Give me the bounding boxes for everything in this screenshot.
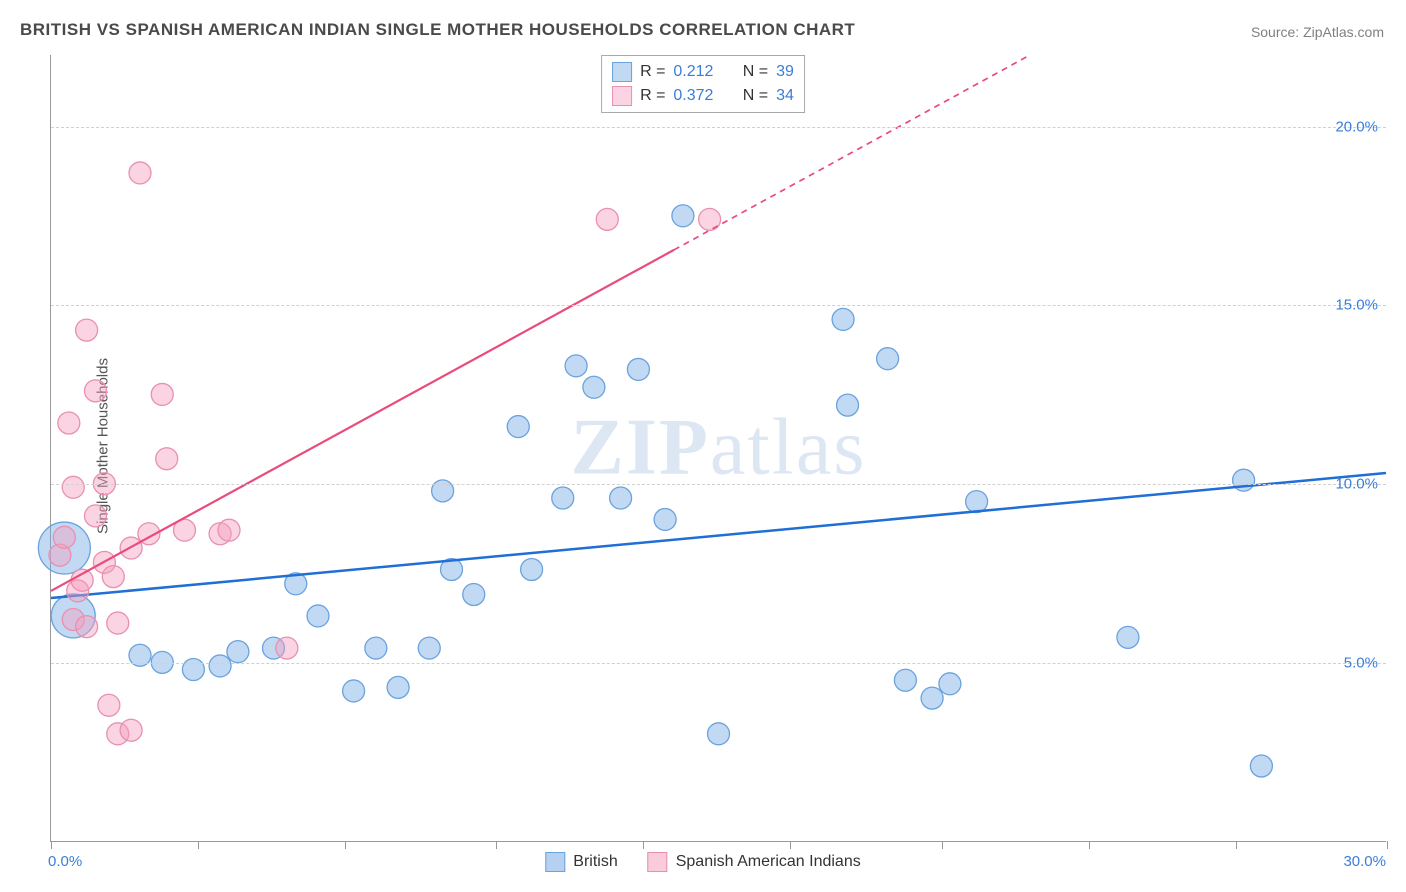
data-point xyxy=(432,480,454,502)
gridline xyxy=(51,484,1386,485)
y-tick-label: 10.0% xyxy=(1335,476,1378,493)
data-point xyxy=(552,487,574,509)
legend-n-label: N = xyxy=(743,63,768,81)
data-point xyxy=(120,719,142,741)
plot-svg xyxy=(51,55,1386,841)
data-point xyxy=(62,476,84,498)
data-point xyxy=(365,637,387,659)
x-tick xyxy=(345,841,346,849)
data-point xyxy=(418,637,440,659)
data-point xyxy=(565,355,587,377)
y-tick-label: 5.0% xyxy=(1344,655,1378,672)
chart-title: BRITISH VS SPANISH AMERICAN INDIAN SINGL… xyxy=(20,20,855,40)
legend-n-value: 34 xyxy=(776,87,794,105)
data-point xyxy=(1250,755,1272,777)
x-tick xyxy=(51,841,52,849)
data-point xyxy=(85,380,107,402)
data-point xyxy=(1117,626,1139,648)
data-point xyxy=(102,566,124,588)
x-tick xyxy=(198,841,199,849)
data-point xyxy=(596,208,618,230)
data-point xyxy=(832,308,854,330)
y-tick-label: 15.0% xyxy=(1335,297,1378,314)
data-point xyxy=(921,687,943,709)
data-point xyxy=(894,669,916,691)
data-point xyxy=(98,694,120,716)
legend-swatch xyxy=(612,86,632,106)
x-tick xyxy=(942,841,943,849)
x-tick xyxy=(643,841,644,849)
data-point xyxy=(966,491,988,513)
gridline xyxy=(51,127,1386,128)
legend-series-label: Spanish American Indians xyxy=(676,853,861,871)
data-point xyxy=(387,676,409,698)
data-point xyxy=(156,448,178,470)
gridline xyxy=(51,663,1386,664)
legend-r-label: R = xyxy=(640,63,665,81)
x-tick xyxy=(790,841,791,849)
legend-series-label: British xyxy=(573,853,617,871)
data-point xyxy=(129,162,151,184)
legend-swatch xyxy=(545,852,565,872)
y-tick-label: 20.0% xyxy=(1335,118,1378,135)
data-point xyxy=(521,558,543,580)
x-tick xyxy=(496,841,497,849)
data-point xyxy=(672,205,694,227)
data-point xyxy=(209,655,231,677)
legend-r-value: 0.372 xyxy=(673,87,713,105)
data-point xyxy=(463,583,485,605)
data-point xyxy=(53,526,75,548)
x-tick xyxy=(1236,841,1237,849)
legend-stats: R = 0.212 N = 39 R = 0.372 N = 34 xyxy=(601,55,805,113)
data-point xyxy=(343,680,365,702)
legend-n-label: N = xyxy=(743,87,768,105)
data-point xyxy=(151,383,173,405)
regression-line xyxy=(51,250,674,591)
gridline xyxy=(51,305,1386,306)
legend-stats-row: R = 0.372 N = 34 xyxy=(612,84,794,108)
x-tick xyxy=(1387,841,1388,849)
data-point xyxy=(182,659,204,681)
data-point xyxy=(708,723,730,745)
legend-n-value: 39 xyxy=(776,63,794,81)
data-point xyxy=(610,487,632,509)
data-point xyxy=(58,412,80,434)
data-point xyxy=(107,612,129,634)
x-tick xyxy=(1089,841,1090,849)
data-point xyxy=(507,416,529,438)
data-point xyxy=(654,508,676,530)
data-point xyxy=(218,519,240,541)
legend-r-label: R = xyxy=(640,87,665,105)
legend-swatch xyxy=(612,62,632,82)
data-point xyxy=(76,319,98,341)
data-point xyxy=(627,358,649,380)
source-attribution: Source: ZipAtlas.com xyxy=(1251,24,1384,40)
legend-series: British Spanish American Indians xyxy=(545,852,860,872)
data-point xyxy=(76,616,98,638)
correlation-chart: BRITISH VS SPANISH AMERICAN INDIAN SINGL… xyxy=(0,0,1406,892)
regression-line xyxy=(51,473,1386,598)
data-point xyxy=(939,673,961,695)
data-point xyxy=(71,569,93,591)
plot-area: ZIPatlas 5.0%10.0%15.0%20.0% xyxy=(50,55,1386,842)
data-point xyxy=(307,605,329,627)
data-point xyxy=(583,376,605,398)
legend-series-item: Spanish American Indians xyxy=(648,852,861,872)
x-axis-min-label: 0.0% xyxy=(48,853,82,870)
legend-r-value: 0.212 xyxy=(673,63,713,81)
data-point xyxy=(227,641,249,663)
data-point xyxy=(276,637,298,659)
legend-stats-row: R = 0.212 N = 39 xyxy=(612,60,794,84)
legend-swatch xyxy=(648,852,668,872)
data-point xyxy=(85,505,107,527)
legend-series-item: British xyxy=(545,852,617,872)
data-point xyxy=(877,348,899,370)
x-axis-max-label: 30.0% xyxy=(1343,853,1386,870)
data-point xyxy=(837,394,859,416)
